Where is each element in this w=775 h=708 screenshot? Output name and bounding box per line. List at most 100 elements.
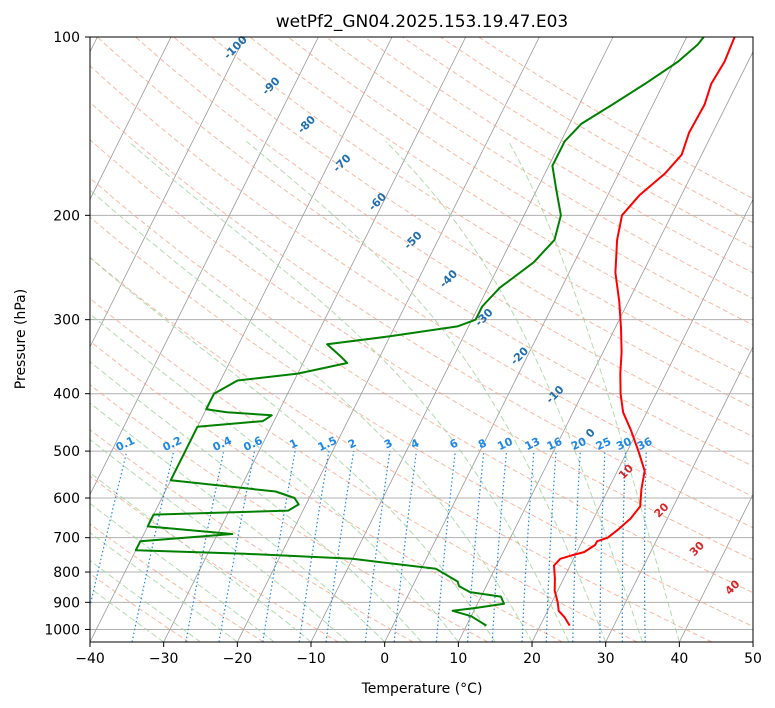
- temperature-profile-line: [553, 37, 736, 627]
- moist-adiabat-line: [90, 361, 422, 642]
- isotherm-line: [90, 37, 393, 642]
- mixing-ratio-label: 8: [476, 436, 488, 451]
- moist-adiabat-line: [246, 140, 607, 642]
- dry-adiabat-line: [90, 256, 713, 642]
- dry-adiabat-label: -70: [330, 151, 353, 174]
- mixing-ratio-line: [185, 450, 225, 642]
- dry-adiabat-line: [90, 429, 414, 642]
- y-tick-label: 300: [53, 313, 80, 329]
- dry-adiabat-line: [90, 65, 753, 498]
- dry-adiabat-label: -50: [401, 229, 424, 252]
- y-tick-label: 400: [53, 387, 80, 403]
- moist-adiabat-line: [90, 313, 459, 642]
- dry-adiabat-label: -10: [543, 383, 566, 406]
- dry-adiabat-line: [96, 37, 753, 467]
- mixing-ratio-label: 25: [594, 435, 613, 453]
- dry-adiabat-label: 40: [723, 577, 743, 597]
- x-tick-label: 10: [449, 651, 467, 667]
- mixing-ratio-line: [325, 451, 355, 642]
- moist-adiabat-line: [90, 502, 275, 642]
- moist-adiabat-line: [90, 472, 312, 642]
- dry-adiabat-label: -60: [366, 190, 389, 213]
- plot-background-lines: [90, 37, 753, 642]
- dry-adiabat-line: [211, 37, 753, 381]
- dry-adiabat-line: [90, 216, 753, 628]
- y-tick-label: 700: [53, 531, 80, 547]
- dry-adiabat-line: [90, 475, 339, 642]
- mixing-ratio-line: [393, 451, 418, 642]
- isotherm-line: [605, 346, 753, 642]
- isotherm-line: [90, 37, 246, 348]
- moist-adiabat-line: [385, 140, 643, 642]
- moist-adiabat-line: [128, 140, 570, 642]
- dry-adiabat-line: [364, 37, 753, 274]
- mixing-ratio-line: [491, 451, 508, 642]
- y-tick-label: 200: [53, 208, 80, 224]
- dry-adiabat-line: [90, 297, 638, 642]
- mixing-ratio-line: [599, 451, 606, 642]
- x-tick-label: −10: [296, 651, 326, 667]
- y-tick-label: 500: [53, 444, 80, 460]
- dry-adiabat-label: -80: [295, 113, 318, 136]
- x-tick-label: 0: [380, 651, 389, 667]
- dry-adiabat-label: -20: [508, 344, 531, 367]
- y-tick-label: 800: [53, 565, 80, 581]
- mixing-ratio-label: 1: [287, 436, 299, 451]
- x-axis-ticks: −40 −30 −20 −10 0 10 20 30 40 50: [75, 642, 762, 667]
- mixing-ratio-label: 4: [409, 436, 422, 451]
- moist-adiabat-line: [90, 438, 349, 642]
- moist-adiabat-line: [90, 587, 164, 642]
- x-tick-label: 50: [744, 651, 762, 667]
- moist-adiabat-line: [90, 559, 201, 642]
- x-tick-label: −30: [149, 651, 179, 667]
- mixing-ratio-label: 16: [545, 435, 565, 453]
- mixing-ratio-line: [466, 451, 485, 642]
- mixing-ratio-label: 13: [523, 435, 542, 453]
- mixing-ratio-label: 3: [382, 436, 394, 451]
- mixing-ratio-label: 30: [614, 435, 634, 453]
- mixing-ratio-label: 10: [495, 435, 515, 453]
- isotherm-line: [531, 198, 753, 642]
- mixing-ratio-line: [572, 451, 581, 642]
- mixing-ratio-line: [90, 450, 128, 609]
- isotherm-line: [457, 50, 753, 642]
- moist-adiabat-line: [90, 257, 496, 642]
- isotherm-line: [163, 37, 467, 642]
- mixing-ratio-label: 36: [635, 435, 655, 453]
- dry-adiabat-line: [249, 37, 753, 353]
- dry-adiabat-line: [90, 139, 753, 561]
- y-tick-label: 900: [53, 595, 80, 611]
- x-tick-label: −20: [223, 651, 253, 667]
- x-axis-title: Temperature (°C): [361, 681, 483, 697]
- dry-adiabat-label: 20: [652, 500, 672, 520]
- y-axis-ticks: 100 200 300 400 500 600 700 800 900 1000: [44, 30, 90, 638]
- moist-adiabat-line: [90, 189, 533, 642]
- isotherm-line: [679, 493, 753, 642]
- dry-adiabat-label: -40: [437, 267, 460, 290]
- x-tick-label: −40: [75, 651, 105, 667]
- mixing-ratio-line: [298, 450, 330, 642]
- dry-adiabat-line: [325, 37, 753, 300]
- isotherm-line: [236, 37, 540, 642]
- dry-adiabat-line: [90, 572, 190, 642]
- x-tick-label: 40: [670, 651, 688, 667]
- isotherm-line: [90, 37, 172, 201]
- dry-adiabat-line: [287, 37, 753, 326]
- dry-adiabat-label: 10: [616, 462, 636, 482]
- isotherm-line: [752, 641, 753, 642]
- dry-adiabat-line: [90, 340, 563, 642]
- mixing-ratio-line: [262, 450, 296, 642]
- isotherm-line: [90, 37, 319, 496]
- x-tick-label: 30: [597, 651, 615, 667]
- dry-adiabat-label: 30: [687, 539, 707, 559]
- moist-adiabat-line: [90, 402, 386, 642]
- mixing-ratio-label: 20: [569, 435, 589, 453]
- isotherm-line: [384, 37, 688, 642]
- mixing-ratio-line: [643, 451, 647, 642]
- isotherm-line: [310, 37, 614, 642]
- mixing-ratio-line: [545, 451, 557, 642]
- dry-adiabat-line: [402, 37, 753, 249]
- y-tick-label: 100: [53, 30, 80, 46]
- dry-adiabat-line: [90, 177, 753, 594]
